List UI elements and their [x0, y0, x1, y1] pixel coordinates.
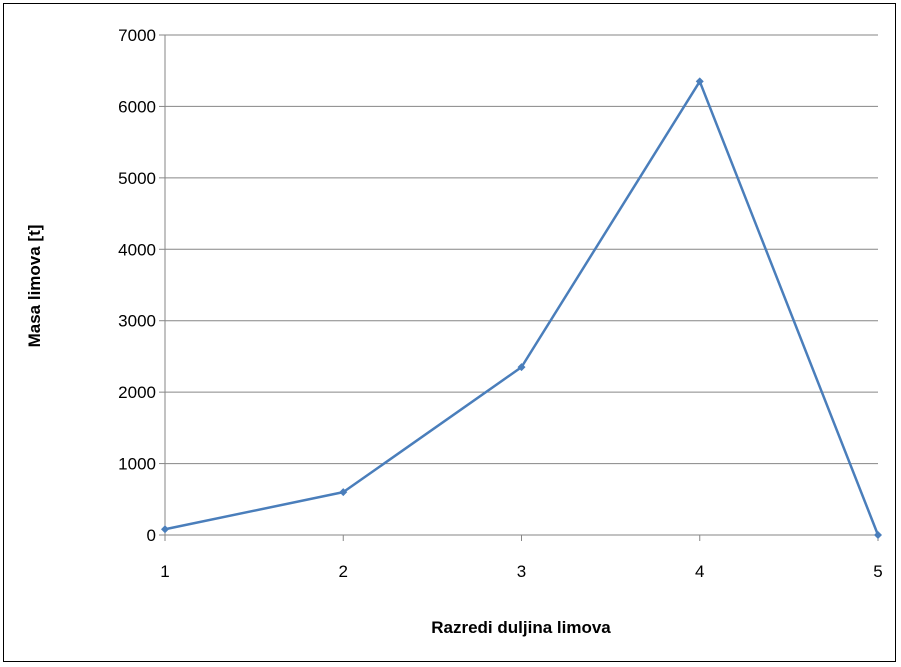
y-tick-label: 4000 [118, 240, 156, 259]
axes [159, 34, 879, 541]
data-point-marker [517, 363, 526, 372]
x-tick-label: 5 [873, 562, 882, 581]
x-tick-label: 2 [339, 562, 348, 581]
x-tick-labels: 1 2 3 4 5 [160, 562, 882, 581]
x-tick-label: 4 [695, 562, 704, 581]
y-tick-label: 5000 [118, 169, 156, 188]
y-tick-label: 6000 [118, 97, 156, 116]
chart-frame [3, 3, 896, 662]
x-tick-label: 1 [160, 562, 169, 581]
series-line [164, 80, 880, 536]
gridlines [165, 34, 878, 465]
y-axis-title: Masa limova [t] [25, 225, 44, 348]
data-point-marker [161, 525, 169, 534]
x-tick-label: 3 [517, 562, 526, 581]
x-axis-title: Razredi duljina limova [431, 618, 611, 637]
data-point-marker [695, 77, 704, 86]
y-tick-label: 0 [147, 526, 156, 545]
y-tick-label: 3000 [118, 312, 156, 331]
y-tick-label: 1000 [118, 455, 156, 474]
y-tick-label: 2000 [118, 383, 156, 402]
y-tick-labels: 0 1000 2000 3000 4000 5000 6000 7000 [118, 26, 156, 545]
data-point-marker [874, 531, 882, 539]
data-point-marker [339, 488, 348, 497]
y-tick-label: 7000 [118, 26, 156, 45]
series-group [161, 77, 882, 539]
